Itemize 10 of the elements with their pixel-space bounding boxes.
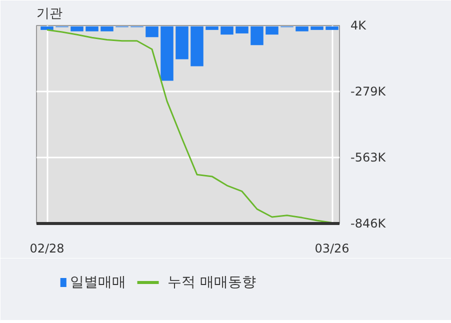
y-tick-label: -279K	[350, 84, 387, 98]
y-tick-label: -563K	[350, 150, 387, 165]
chart-title: 기관	[36, 6, 62, 22]
y-tick-label: -846K	[350, 216, 387, 230]
x-tick-label: 02/28	[30, 242, 64, 256]
legend-label: 일별매매	[70, 274, 126, 290]
y-tick-label: 4K	[350, 18, 368, 32]
line-series	[46, 29, 333, 224]
legend-label: 누적 매매동향	[168, 274, 256, 290]
x-tick-label: 03/26	[314, 242, 350, 256]
